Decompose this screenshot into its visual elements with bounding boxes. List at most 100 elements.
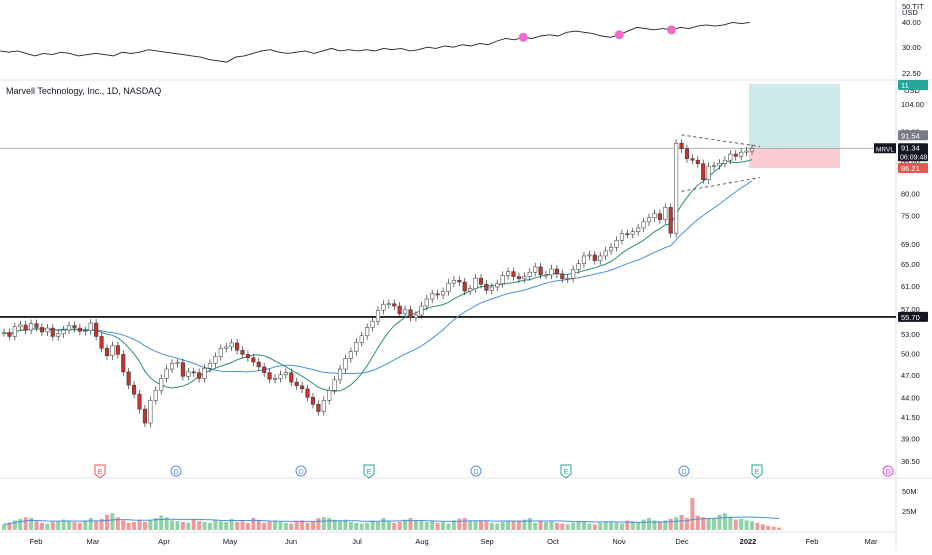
candle xyxy=(701,163,706,180)
candle xyxy=(386,303,391,305)
volume-bar xyxy=(332,519,337,530)
volume-bar xyxy=(191,519,196,530)
time-axis-tick-label: Oct xyxy=(547,537,560,546)
volume-bar xyxy=(419,521,424,530)
volume-bar xyxy=(321,517,326,530)
volume-bar xyxy=(587,523,592,530)
volume-bar xyxy=(760,524,765,530)
volume-bar xyxy=(592,524,597,530)
time-axis-tick-label: Apr xyxy=(158,537,170,546)
candle xyxy=(300,385,305,390)
relative-strength-line xyxy=(0,21,751,63)
candle xyxy=(435,293,440,296)
volume-bar xyxy=(560,523,565,530)
candle xyxy=(218,348,223,357)
candle xyxy=(142,408,147,424)
ticker-tag-bg xyxy=(874,143,896,154)
volume-bar xyxy=(251,518,256,530)
candle xyxy=(343,358,348,370)
volume-bar xyxy=(533,522,538,530)
volume-bar xyxy=(170,520,175,530)
volume-bar xyxy=(348,522,353,530)
volume-bar xyxy=(343,519,348,530)
dividend-marker xyxy=(882,465,894,477)
entry-badge: 91.54 xyxy=(901,131,920,140)
time-axis-tick-label: Mar xyxy=(865,537,878,546)
candle xyxy=(126,371,131,386)
candle xyxy=(197,372,202,379)
candle xyxy=(516,276,521,279)
candle xyxy=(657,213,662,220)
volume-bar xyxy=(739,518,744,530)
volume-bar xyxy=(777,527,782,530)
candle xyxy=(332,379,337,391)
volume-bar xyxy=(180,522,185,530)
candle xyxy=(679,142,684,150)
volume-bar xyxy=(316,518,321,530)
volume-bar xyxy=(695,515,700,530)
volume-bar xyxy=(359,523,364,530)
candle xyxy=(674,142,679,234)
ticker-tag: MRVL xyxy=(876,146,894,153)
volume-bar xyxy=(457,518,462,530)
volume-bar xyxy=(365,522,370,530)
volume-bar xyxy=(29,518,34,530)
volume-bar xyxy=(110,513,115,530)
dividend-marker-label: D xyxy=(474,469,479,476)
price-axis-tick-label: 57.00 xyxy=(901,305,920,314)
volume-bar xyxy=(72,522,77,530)
volume-bar xyxy=(392,522,397,530)
candle xyxy=(468,288,473,292)
volume-bar xyxy=(61,519,66,530)
candle xyxy=(262,366,267,373)
candle xyxy=(484,283,489,291)
volume-bar xyxy=(641,519,646,530)
price-axis-tick-label: 80.00 xyxy=(901,189,920,198)
volume-bar xyxy=(668,518,673,530)
price-axis-tick-label: 39.00 xyxy=(901,434,920,443)
candle xyxy=(565,277,570,280)
candle xyxy=(267,372,272,380)
volume-bar xyxy=(684,518,689,530)
candle xyxy=(348,351,353,359)
volume-bar xyxy=(94,520,99,530)
pennant-lower xyxy=(681,177,761,192)
volume-bar xyxy=(766,526,771,530)
rs-new-high-dot xyxy=(518,32,528,42)
candle xyxy=(717,163,722,166)
volume-bar xyxy=(104,514,109,530)
volume-bar xyxy=(67,520,72,530)
dividend-marker xyxy=(470,465,482,477)
stop-badge: 86.21 xyxy=(901,164,920,173)
volume-bar xyxy=(565,524,570,530)
volume-bar xyxy=(451,520,456,530)
last-price-badge: 91.34 xyxy=(901,143,920,152)
volume-axis-tick-label: 25M xyxy=(902,507,917,516)
candle xyxy=(489,286,494,291)
price-axis-tick-label: 53.00 xyxy=(901,330,920,339)
candle xyxy=(224,346,229,349)
price-axis-tick-label: 65.00 xyxy=(901,260,920,269)
loss-zone xyxy=(749,148,840,168)
candle xyxy=(706,166,711,180)
candle xyxy=(169,363,175,370)
volume-bar xyxy=(300,520,305,530)
candle xyxy=(690,158,695,161)
volume-bar xyxy=(45,523,50,530)
candle xyxy=(392,303,397,307)
rs-new-high-dot xyxy=(614,30,624,40)
volume-bar xyxy=(376,522,380,530)
volume-bar xyxy=(625,520,630,530)
support-badge: 55.70 xyxy=(901,313,920,322)
volume-bar xyxy=(744,520,749,530)
candle xyxy=(554,268,559,275)
candle xyxy=(310,397,316,405)
candle xyxy=(56,333,61,337)
time-axis-tick-label: Jun xyxy=(285,537,297,546)
candle xyxy=(121,354,126,373)
volume-bar xyxy=(755,522,760,530)
volume-bar xyxy=(516,520,521,530)
earnings-marker-label: E xyxy=(98,469,103,476)
